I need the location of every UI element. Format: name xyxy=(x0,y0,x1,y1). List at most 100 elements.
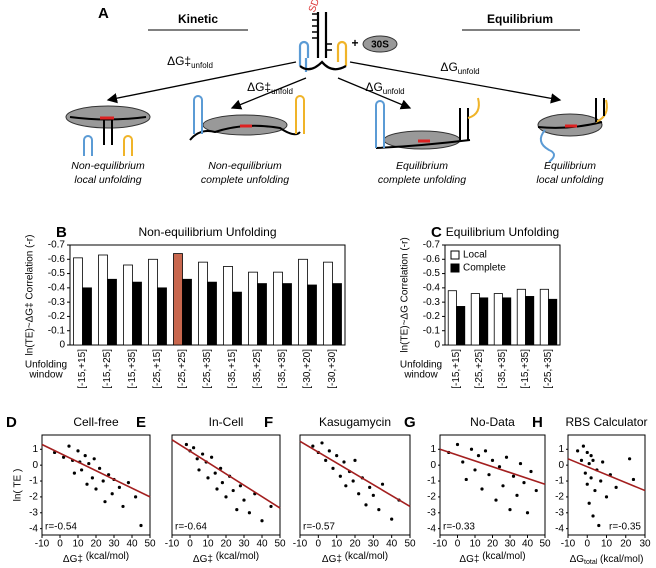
point xyxy=(342,460,346,464)
structure-1 xyxy=(65,105,151,156)
point xyxy=(461,460,465,464)
point xyxy=(599,479,603,483)
point xyxy=(206,476,210,480)
panel-letter: D xyxy=(6,414,17,431)
point xyxy=(529,469,533,474)
x-label-sub: total xyxy=(584,559,598,566)
equilibrium-heading: Equilibrium xyxy=(487,12,553,26)
caption: complete unfolding xyxy=(201,174,289,186)
point xyxy=(504,455,509,459)
point xyxy=(487,473,491,477)
point xyxy=(351,479,355,483)
point xyxy=(576,449,580,453)
point xyxy=(269,504,273,509)
bar xyxy=(502,297,512,346)
y-axis-label: ln( TE ) xyxy=(13,469,24,502)
point xyxy=(597,523,601,528)
point xyxy=(593,488,597,493)
point xyxy=(587,501,591,505)
x-tick-label: [-25,+35] xyxy=(543,349,554,389)
point xyxy=(534,488,538,493)
panel-a: A Kinetic Equilibrium SD + 30S ΔG‡unfold… xyxy=(65,0,608,186)
bar xyxy=(282,283,292,346)
point xyxy=(455,442,460,447)
y-tick-label: -0.2 xyxy=(48,311,66,322)
point xyxy=(247,511,251,515)
x-tick-label: 0 xyxy=(57,539,63,550)
y-tick-label: -2 xyxy=(555,492,564,503)
point xyxy=(320,441,324,445)
x-tick-label: -10 xyxy=(433,539,448,550)
x-tick-label: 30 xyxy=(368,539,380,550)
x-label-main: ΔG xyxy=(570,554,585,565)
chart-title: Cell-free xyxy=(73,415,119,429)
point xyxy=(238,484,242,488)
y-axis-label: ln(TE)~ΔG Correlation (-r) xyxy=(400,237,411,352)
y-tick-label: -4 xyxy=(555,523,564,534)
x-tick-label: 10 xyxy=(72,539,84,550)
x-tick-label: 40 xyxy=(522,539,534,550)
fit-line xyxy=(567,458,646,492)
point xyxy=(364,503,368,507)
y-tick-label: -0.6 xyxy=(423,254,441,265)
x-tick-label: [-30,+30] xyxy=(327,349,338,389)
point xyxy=(331,466,335,470)
x-tick-label: 50 xyxy=(144,539,156,550)
point xyxy=(589,476,593,480)
x-tick-label: 30 xyxy=(504,539,516,550)
point xyxy=(213,471,217,475)
bar xyxy=(98,254,108,346)
bar xyxy=(332,283,342,346)
point xyxy=(224,495,228,499)
annotation: r=-0.64 xyxy=(175,522,207,533)
point xyxy=(344,484,348,488)
point xyxy=(371,493,375,497)
bar xyxy=(248,271,258,346)
bar xyxy=(456,306,466,346)
chart-title: No-Data xyxy=(470,415,515,429)
point xyxy=(525,511,530,515)
chart-title: In-Cell xyxy=(209,415,244,429)
point xyxy=(483,449,488,453)
bar xyxy=(73,257,83,346)
x-tick-label: [-15,+35] xyxy=(127,349,138,389)
point xyxy=(83,454,87,458)
point xyxy=(201,452,205,456)
point xyxy=(327,449,331,453)
x-tick-label: -10 xyxy=(293,539,308,550)
bar xyxy=(82,287,92,346)
y-tick-label: -0.5 xyxy=(48,268,66,279)
y-tick-label: 1 xyxy=(558,444,564,455)
bar xyxy=(132,281,142,346)
y-tick-label: 0 xyxy=(59,340,65,351)
point xyxy=(390,517,394,521)
x-tick-label: 20 xyxy=(90,539,102,550)
arrow-label: ΔGunfold xyxy=(440,60,479,76)
point xyxy=(501,484,505,488)
bar xyxy=(298,258,308,346)
y-tick-label: -3 xyxy=(555,507,564,518)
mrna-structure xyxy=(298,12,348,72)
x-axis-label: ΔGtotal (kcal/mol) xyxy=(570,554,644,566)
x-tick-label: 20 xyxy=(487,539,499,550)
x-tick-label: 50 xyxy=(539,539,551,550)
point xyxy=(215,487,219,491)
y-tick-label: -0.6 xyxy=(48,254,66,265)
panel-letter: A xyxy=(98,5,109,22)
point xyxy=(62,455,66,459)
y-tick-label: 0 xyxy=(558,460,564,471)
point xyxy=(72,471,76,475)
caption: Equilibrium xyxy=(396,160,448,172)
point xyxy=(92,457,96,461)
legend-label: Complete xyxy=(463,263,506,274)
bar xyxy=(516,288,526,346)
x-tick-label: 0 xyxy=(316,539,322,550)
point xyxy=(85,482,89,486)
point xyxy=(134,495,138,499)
plot-frame xyxy=(299,434,411,536)
x-axis-label: ΔG‡ (kcal/mol) xyxy=(459,551,525,565)
caption: local unfolding xyxy=(536,174,603,186)
y-tick-label: 0 xyxy=(430,460,436,471)
point xyxy=(117,485,121,489)
x-tick-label: 10 xyxy=(202,539,214,550)
